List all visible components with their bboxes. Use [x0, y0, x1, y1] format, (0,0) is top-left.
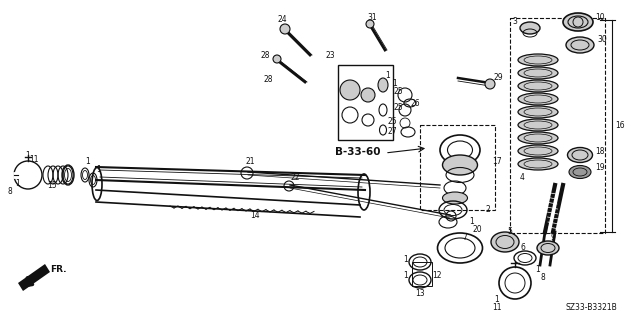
Ellipse shape — [518, 54, 558, 66]
Ellipse shape — [491, 232, 519, 252]
Circle shape — [485, 79, 495, 89]
Text: 24: 24 — [277, 16, 287, 25]
Text: 27: 27 — [387, 128, 397, 137]
Text: 12: 12 — [432, 271, 442, 279]
Text: 29: 29 — [493, 73, 503, 83]
Ellipse shape — [568, 147, 593, 162]
Text: 25: 25 — [393, 103, 403, 113]
Text: 23: 23 — [325, 50, 335, 60]
Text: 17: 17 — [492, 158, 502, 167]
Ellipse shape — [518, 119, 558, 131]
Bar — [510, 18, 605, 233]
Text: 22: 22 — [291, 174, 300, 182]
Text: 1: 1 — [26, 151, 30, 160]
Text: 6: 6 — [520, 243, 525, 253]
Ellipse shape — [518, 145, 558, 157]
Text: 3: 3 — [513, 18, 517, 26]
Text: 25: 25 — [387, 117, 397, 127]
Text: 25: 25 — [393, 87, 403, 97]
Ellipse shape — [518, 158, 558, 170]
Text: 26: 26 — [410, 100, 420, 108]
Text: 10: 10 — [595, 13, 605, 23]
Text: 11: 11 — [29, 155, 39, 165]
Polygon shape — [18, 264, 50, 291]
Circle shape — [361, 88, 375, 102]
Ellipse shape — [518, 106, 558, 118]
Text: 11: 11 — [492, 303, 502, 313]
Text: 7: 7 — [463, 233, 467, 241]
Text: 15: 15 — [47, 182, 57, 190]
Text: 5: 5 — [508, 227, 513, 236]
Text: 14: 14 — [250, 211, 260, 219]
Ellipse shape — [518, 93, 558, 105]
Circle shape — [366, 20, 374, 28]
Bar — [420, 125, 495, 210]
Text: 1: 1 — [470, 218, 474, 226]
Text: 28: 28 — [263, 76, 273, 85]
Text: FR.: FR. — [50, 265, 67, 275]
Text: 9: 9 — [550, 234, 556, 242]
Text: 18: 18 — [595, 147, 605, 157]
Text: 1: 1 — [386, 70, 390, 79]
Text: 19: 19 — [595, 164, 605, 173]
Text: 30: 30 — [597, 35, 607, 44]
Ellipse shape — [520, 22, 540, 34]
Text: 20: 20 — [472, 226, 482, 234]
Text: 1: 1 — [404, 256, 408, 264]
Ellipse shape — [378, 78, 388, 92]
Text: 1: 1 — [392, 78, 397, 87]
Circle shape — [273, 55, 281, 63]
Ellipse shape — [440, 135, 480, 165]
Text: 31: 31 — [367, 13, 377, 23]
Text: 8: 8 — [8, 188, 12, 197]
Text: 1: 1 — [15, 179, 20, 188]
Ellipse shape — [438, 233, 483, 263]
Circle shape — [340, 80, 360, 100]
Text: 16: 16 — [615, 121, 625, 130]
Text: 1: 1 — [97, 166, 101, 174]
Ellipse shape — [563, 13, 593, 31]
Text: 1: 1 — [86, 158, 90, 167]
Ellipse shape — [518, 80, 558, 92]
Ellipse shape — [442, 192, 467, 204]
Ellipse shape — [518, 132, 558, 144]
Ellipse shape — [442, 155, 477, 175]
Circle shape — [280, 24, 290, 34]
Text: 13: 13 — [415, 288, 425, 298]
Text: 1: 1 — [536, 265, 540, 275]
Text: SZ33-B3321B: SZ33-B3321B — [565, 302, 617, 311]
Text: 1: 1 — [495, 294, 499, 303]
Text: 21: 21 — [245, 158, 255, 167]
Text: 4: 4 — [520, 174, 524, 182]
Text: 28: 28 — [260, 50, 269, 60]
Ellipse shape — [566, 37, 594, 53]
Ellipse shape — [537, 241, 559, 255]
Ellipse shape — [518, 67, 558, 79]
Text: 1: 1 — [404, 271, 408, 279]
Text: 2: 2 — [486, 205, 490, 214]
Bar — [338, 65, 393, 140]
Text: 8: 8 — [541, 273, 545, 283]
Text: B-33-60: B-33-60 — [335, 147, 381, 157]
Bar — [412, 262, 432, 286]
Ellipse shape — [569, 166, 591, 179]
